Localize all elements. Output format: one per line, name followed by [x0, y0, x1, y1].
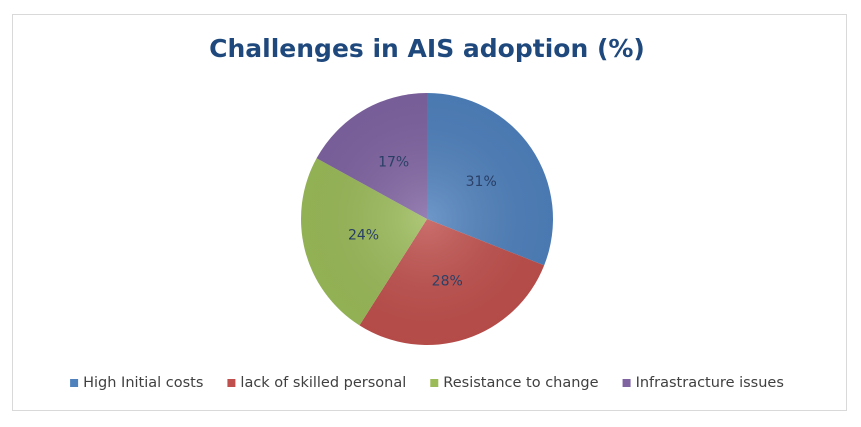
legend-swatch: [227, 379, 236, 387]
legend-label: Resistance to change: [443, 375, 598, 391]
legend-label: Infrastracture issues: [636, 375, 784, 391]
legend-swatch: [622, 379, 631, 387]
data-label: 28%: [432, 273, 463, 289]
pie: 31% 28% 24% 17%: [301, 93, 553, 346]
chart-title: Challenges in AIS adoption (%): [209, 34, 645, 63]
data-label: 31%: [466, 174, 497, 190]
data-label: 17%: [378, 155, 409, 171]
legend-swatch: [430, 379, 439, 387]
legend-swatch: [70, 379, 79, 387]
legend: High Initial costs lack of skilled person…: [70, 375, 784, 391]
data-label: 24%: [348, 227, 379, 243]
legend-label: High Initial costs: [83, 375, 203, 391]
legend-item: Infrastracture issues: [622, 375, 784, 391]
legend-item: lack of skilled personal: [227, 375, 406, 391]
legend-item: High Initial costs: [70, 375, 203, 391]
legend-item: Resistance to change: [430, 375, 599, 391]
legend-label: lack of skilled personal: [240, 375, 406, 391]
